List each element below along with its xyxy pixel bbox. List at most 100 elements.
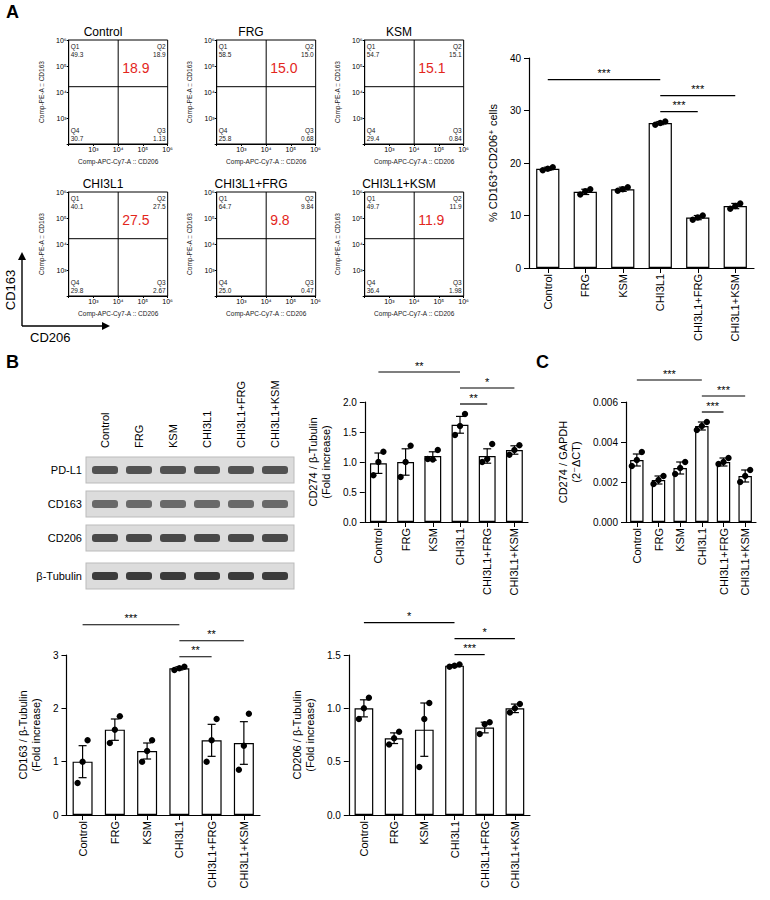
svg-text:27.5: 27.5 xyxy=(153,203,166,210)
svg-text:9.84: 9.84 xyxy=(301,203,314,210)
svg-text:20: 20 xyxy=(510,158,522,169)
svg-text:PD-L1: PD-L1 xyxy=(51,464,82,476)
svg-text:10⁶: 10⁶ xyxy=(204,189,215,196)
svg-text:10⁵: 10⁵ xyxy=(138,146,149,153)
svg-text:10⁶: 10⁶ xyxy=(162,146,173,153)
svg-text:CHI3L1+FRG: CHI3L1+FRG xyxy=(718,528,730,595)
svg-text:29.8: 29.8 xyxy=(71,287,84,294)
svg-text:10⁶: 10⁶ xyxy=(204,37,215,44)
svg-text:10³: 10³ xyxy=(88,298,99,305)
svg-text:49.7: 49.7 xyxy=(367,203,380,210)
svg-text:10⁵: 10⁵ xyxy=(352,63,363,70)
svg-text:18.9: 18.9 xyxy=(122,60,149,76)
svg-text:25.8: 25.8 xyxy=(219,135,232,142)
svg-text:Control: Control xyxy=(358,821,370,856)
svg-text:KSM: KSM xyxy=(427,528,439,552)
svg-text:Comp-PE-A :: CD163: Comp-PE-A :: CD163 xyxy=(186,61,194,123)
svg-text:(Fold increase): (Fold increase) xyxy=(30,698,42,771)
svg-text:Q1: Q1 xyxy=(219,43,228,51)
svg-text:0.5: 0.5 xyxy=(327,756,341,767)
svg-text:15.1: 15.1 xyxy=(418,60,445,76)
svg-text:10⁵: 10⁵ xyxy=(204,215,215,222)
svg-text:25.0: 25.0 xyxy=(219,287,232,294)
svg-text:Q3: Q3 xyxy=(305,127,314,135)
svg-text:Control: Control xyxy=(372,528,384,563)
svg-text:Comp-APC-Cy7-A :: CD206: Comp-APC-Cy7-A :: CD206 xyxy=(78,158,159,166)
svg-text:10⁶: 10⁶ xyxy=(310,298,321,305)
svg-text:% CD163⁺CD206⁺ cells: % CD163⁺CD206⁺ cells xyxy=(487,104,499,222)
svg-text:10⁶: 10⁶ xyxy=(56,37,67,44)
svg-text:10³: 10³ xyxy=(57,267,68,274)
svg-text:Comp-PE-A :: CD163: Comp-PE-A :: CD163 xyxy=(186,213,194,275)
svg-text:10⁶: 10⁶ xyxy=(458,146,469,153)
svg-text:0.002: 0.002 xyxy=(593,477,618,488)
svg-text:15.0: 15.0 xyxy=(301,51,314,58)
svg-text:**: ** xyxy=(469,392,478,404)
svg-text:15.0: 15.0 xyxy=(270,60,297,76)
svg-text:1.0: 1.0 xyxy=(343,457,357,468)
svg-text:CD163 / β-Tubulin: CD163 / β-Tubulin xyxy=(17,690,29,779)
svg-text:10⁴: 10⁴ xyxy=(204,89,215,96)
svg-text:30.7: 30.7 xyxy=(71,135,84,142)
svg-text:10³: 10³ xyxy=(205,115,216,122)
svg-text:30: 30 xyxy=(510,105,522,116)
svg-text:10⁶: 10⁶ xyxy=(352,37,363,44)
svg-text:FRG: FRG xyxy=(133,425,145,448)
svg-text:1.13: 1.13 xyxy=(153,135,166,142)
svg-text:CHI3L1: CHI3L1 xyxy=(696,528,708,565)
svg-text:Q4: Q4 xyxy=(219,127,228,135)
svg-text:10⁵: 10⁵ xyxy=(56,63,67,70)
svg-text:CHI3L1+KSM: CHI3L1+KSM xyxy=(509,821,521,889)
svg-text:CHI3L1+KSM: CHI3L1+KSM xyxy=(739,528,751,596)
svg-text:10⁵: 10⁵ xyxy=(286,146,297,153)
svg-text:Control: Control xyxy=(631,528,643,563)
svg-text:FRG: FRG xyxy=(388,821,400,844)
svg-text:10³: 10³ xyxy=(88,146,99,153)
svg-text:0.006: 0.006 xyxy=(593,397,618,408)
svg-text:FRG: FRG xyxy=(238,25,263,39)
svg-text:0.000: 0.000 xyxy=(593,517,618,528)
svg-text:CD206: CD206 xyxy=(30,330,70,345)
svg-text:CD274 / β-Tubulin: CD274 / β-Tubulin xyxy=(307,417,319,506)
svg-text:*: * xyxy=(485,376,490,388)
svg-text:10⁴: 10⁴ xyxy=(352,241,363,248)
svg-text:CHI3L1+KSM: CHI3L1+KSM xyxy=(269,380,281,448)
svg-text:10⁵: 10⁵ xyxy=(434,298,445,305)
svg-text:CD206: CD206 xyxy=(48,532,82,544)
svg-text:CHI3L1: CHI3L1 xyxy=(83,177,124,191)
svg-text:CHI3L1+FRG: CHI3L1+FRG xyxy=(692,274,704,341)
svg-text:**: ** xyxy=(191,644,200,656)
svg-text:0.47: 0.47 xyxy=(301,287,314,294)
svg-text:10⁵: 10⁵ xyxy=(204,63,215,70)
svg-text:10: 10 xyxy=(510,210,522,221)
svg-text:10⁴: 10⁴ xyxy=(409,146,420,153)
svg-text:0.0: 0.0 xyxy=(343,517,357,528)
svg-text:Q2: Q2 xyxy=(305,43,314,51)
svg-text:Q2: Q2 xyxy=(157,43,166,51)
svg-text:***: *** xyxy=(598,67,612,79)
svg-text:27.5: 27.5 xyxy=(122,212,149,228)
svg-text:Control: Control xyxy=(84,25,123,39)
svg-text:11.9: 11.9 xyxy=(449,203,462,210)
svg-text:Comp-PE-A :: CD163: Comp-PE-A :: CD163 xyxy=(38,213,46,275)
svg-text:0: 0 xyxy=(53,810,59,821)
svg-text:Q3: Q3 xyxy=(453,127,462,135)
svg-text:CD163: CD163 xyxy=(48,498,82,510)
svg-text:KSM: KSM xyxy=(141,821,153,845)
svg-text:CHI3L1+FRG: CHI3L1+FRG xyxy=(479,821,491,888)
svg-text:***: *** xyxy=(691,83,705,95)
svg-text:Q2: Q2 xyxy=(305,195,314,203)
svg-text:CHI3L1+FRG: CHI3L1+FRG xyxy=(214,177,287,191)
svg-text:CHI3L1: CHI3L1 xyxy=(173,821,185,858)
svg-text:CHI3L1+FRG: CHI3L1+FRG xyxy=(235,381,247,448)
svg-text:β-Tubulin: β-Tubulin xyxy=(36,570,82,582)
svg-text:CHI3L1+FRG: CHI3L1+FRG xyxy=(481,528,493,595)
svg-text:49.3: 49.3 xyxy=(71,51,84,58)
svg-text:CHI3L1+KSM: CHI3L1+KSM xyxy=(508,528,520,596)
svg-text:10⁶: 10⁶ xyxy=(310,146,321,153)
svg-text:Q4: Q4 xyxy=(367,127,376,135)
svg-text:0.84: 0.84 xyxy=(449,135,462,142)
svg-text:36.4: 36.4 xyxy=(367,287,380,294)
svg-text:9.8: 9.8 xyxy=(270,212,290,228)
svg-text:***: *** xyxy=(706,400,720,412)
